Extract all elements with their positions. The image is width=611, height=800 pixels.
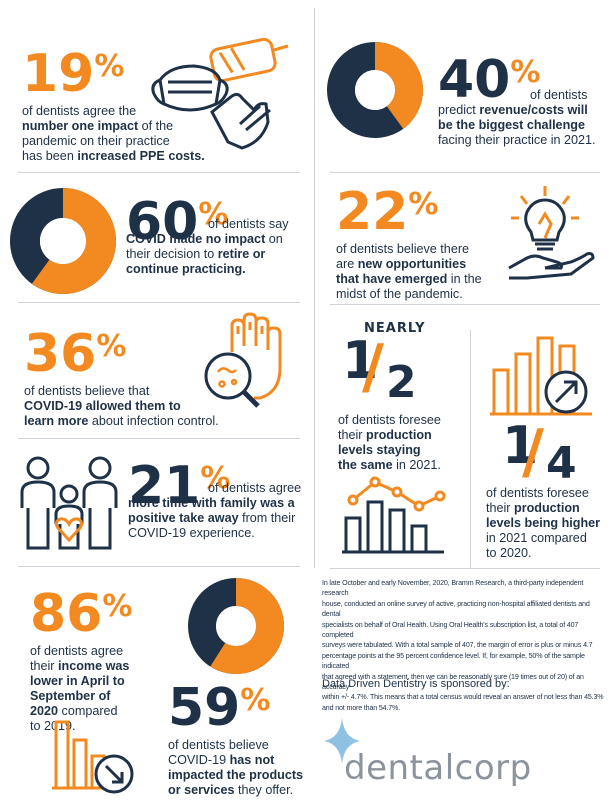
methodology-text: In late October and early November, 2020… bbox=[322, 579, 604, 712]
stat-86: 86% of dentists agree their income was l… bbox=[30, 584, 133, 733]
divider-1 bbox=[18, 172, 300, 173]
divider-3 bbox=[18, 302, 300, 303]
donut-59 bbox=[188, 578, 284, 674]
growth-chart-icon bbox=[490, 336, 592, 416]
divider-6 bbox=[18, 566, 300, 567]
donut-40-slice bbox=[374, 42, 423, 129]
donut-60-slice bbox=[31, 188, 116, 294]
ppe-icon bbox=[151, 37, 289, 150]
divider-4 bbox=[330, 304, 600, 305]
stat-number: 86 bbox=[30, 584, 103, 644]
divider-7 bbox=[470, 330, 471, 568]
stat-quarter: 1 / 4 of dentists foresee their producti… bbox=[486, 416, 601, 560]
lightbulb-hand-icon bbox=[508, 186, 595, 280]
stat-19: 19% of dentists agree the number one imp… bbox=[22, 44, 205, 163]
stat-number: 19 bbox=[22, 44, 95, 104]
vertical-divider bbox=[314, 8, 315, 568]
donut-60 bbox=[10, 188, 116, 294]
sparkle-icon bbox=[324, 718, 360, 764]
stat-60: 60% bbox=[126, 192, 229, 252]
sponsor-label: Data Driven Dentistry is sponsored by: bbox=[322, 678, 510, 690]
donut-40 bbox=[327, 42, 423, 138]
magnifier-glove-icon bbox=[204, 312, 282, 408]
dentalcorp-logo: dentalcorp bbox=[344, 748, 532, 788]
stat-36: 36% of dentists believe that COVID-19 al… bbox=[24, 324, 219, 428]
stat-60-text: of dentists say COVID made no impact on … bbox=[126, 217, 289, 276]
stat-half: NEARLY 1 / 2 of dentists foresee their p… bbox=[338, 321, 441, 472]
declining-chart-icon bbox=[52, 720, 134, 794]
stat-number: 59 bbox=[168, 678, 241, 738]
stat-number: 22 bbox=[336, 182, 409, 242]
stat-22: 22% of dentists believe there are new op… bbox=[336, 182, 482, 301]
divider-8 bbox=[330, 568, 600, 569]
divider-5 bbox=[18, 438, 300, 439]
stat-21: 21% bbox=[128, 456, 231, 516]
bar-line-chart-icon bbox=[342, 476, 446, 554]
stat-40: 40% bbox=[438, 50, 541, 110]
stat-number: 36 bbox=[24, 324, 97, 384]
stat-40-text: of dentists predict revenue/costs will b… bbox=[438, 88, 596, 147]
stat-59: 59% of dentists believe COVID-19 has not… bbox=[168, 678, 304, 797]
stat-21-text: of dentists agree more time with family … bbox=[128, 481, 302, 540]
divider-2 bbox=[330, 172, 600, 173]
stat-number: 60 bbox=[126, 192, 199, 252]
family-icon bbox=[20, 456, 118, 550]
stat-number: 40 bbox=[438, 50, 511, 110]
stat-number: 21 bbox=[128, 456, 201, 516]
donut-59-slice bbox=[210, 578, 284, 674]
